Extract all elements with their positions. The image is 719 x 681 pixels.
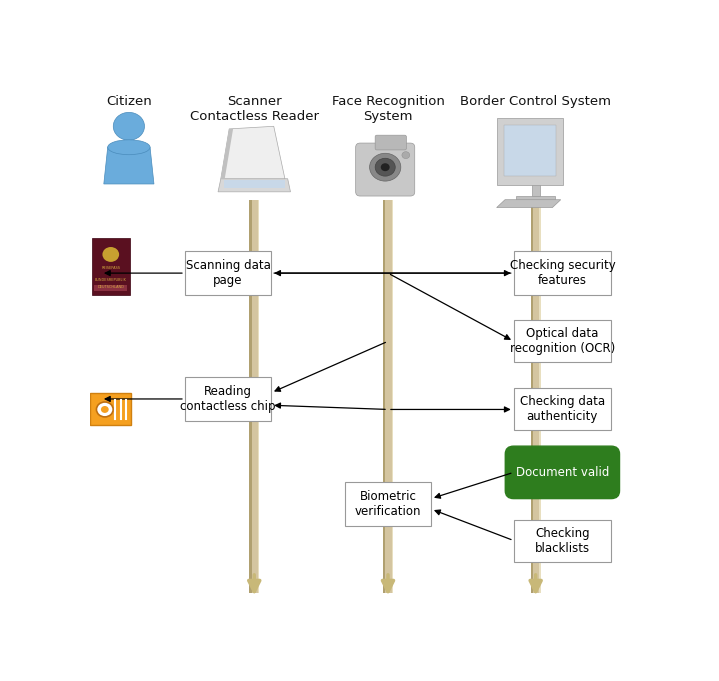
FancyBboxPatch shape xyxy=(513,388,611,430)
Ellipse shape xyxy=(375,158,395,176)
Text: Document valid: Document valid xyxy=(516,466,609,479)
FancyBboxPatch shape xyxy=(375,136,406,150)
Bar xyxy=(539,200,541,593)
FancyBboxPatch shape xyxy=(498,118,563,185)
FancyBboxPatch shape xyxy=(513,251,611,296)
Text: BUNDESREPUBLIK: BUNDESREPUBLIK xyxy=(95,279,127,282)
Text: Face Recognition
System: Face Recognition System xyxy=(331,95,444,123)
FancyBboxPatch shape xyxy=(90,394,131,426)
Polygon shape xyxy=(221,126,285,178)
Text: Checking security
features: Checking security features xyxy=(510,259,615,287)
Ellipse shape xyxy=(402,152,410,159)
Text: Checking
blacklists: Checking blacklists xyxy=(535,526,590,554)
FancyBboxPatch shape xyxy=(505,446,620,498)
FancyBboxPatch shape xyxy=(91,238,130,295)
FancyBboxPatch shape xyxy=(513,520,611,562)
FancyBboxPatch shape xyxy=(513,320,611,362)
Bar xyxy=(392,200,393,593)
Ellipse shape xyxy=(114,112,145,140)
Text: DEUTSCHLAND: DEUTSCHLAND xyxy=(97,285,124,289)
Ellipse shape xyxy=(108,140,150,155)
Bar xyxy=(258,200,260,593)
FancyBboxPatch shape xyxy=(356,143,415,196)
Ellipse shape xyxy=(96,402,113,417)
Ellipse shape xyxy=(102,247,119,262)
Polygon shape xyxy=(221,129,233,178)
Text: Scanner
Contactless Reader: Scanner Contactless Reader xyxy=(190,95,319,123)
Polygon shape xyxy=(218,178,290,192)
Polygon shape xyxy=(497,200,561,208)
Text: REISEPASS: REISEPASS xyxy=(101,266,120,270)
Text: Border Control System: Border Control System xyxy=(460,95,611,108)
Bar xyxy=(531,200,541,593)
Bar xyxy=(531,200,533,593)
Text: Reading
contactless chip: Reading contactless chip xyxy=(180,385,276,413)
Ellipse shape xyxy=(370,153,400,181)
FancyBboxPatch shape xyxy=(185,251,271,296)
Bar xyxy=(249,200,252,593)
Text: Optical data
recognition (OCR): Optical data recognition (OCR) xyxy=(510,328,615,355)
Text: Checking data
authenticity: Checking data authenticity xyxy=(520,396,605,424)
FancyBboxPatch shape xyxy=(345,481,431,526)
Bar xyxy=(504,125,557,176)
Ellipse shape xyxy=(381,163,390,171)
Ellipse shape xyxy=(101,406,109,413)
Bar xyxy=(224,180,285,188)
Text: Citizen: Citizen xyxy=(106,95,152,108)
FancyBboxPatch shape xyxy=(185,377,271,422)
Text: Biometric
verification: Biometric verification xyxy=(354,490,421,518)
Bar xyxy=(516,196,555,202)
Bar xyxy=(383,200,385,593)
Bar xyxy=(249,200,260,593)
Bar xyxy=(383,200,393,593)
Polygon shape xyxy=(104,147,154,184)
Text: Scanning data
page: Scanning data page xyxy=(186,259,270,287)
Bar xyxy=(532,183,539,196)
Bar xyxy=(94,285,127,291)
